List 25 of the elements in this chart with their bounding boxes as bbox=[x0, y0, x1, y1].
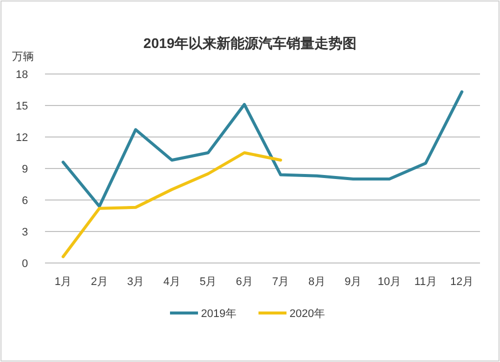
y-axis-title: 万辆 bbox=[12, 51, 34, 63]
y-tick-label: 0 bbox=[22, 258, 28, 270]
y-tick-label: 18 bbox=[16, 69, 28, 81]
y-tick-label: 12 bbox=[16, 132, 28, 144]
legend-label: 2020年 bbox=[289, 308, 325, 320]
y-tick-label: 6 bbox=[22, 195, 28, 207]
y-tick-label: 15 bbox=[16, 100, 28, 112]
y-tick-label: 9 bbox=[22, 164, 28, 176]
x-tick-label: 5月 bbox=[200, 276, 217, 288]
legend-label: 2019年 bbox=[201, 308, 236, 320]
x-tick-label: 10月 bbox=[378, 276, 401, 288]
line-series bbox=[62, 151, 282, 258]
x-tick-label: 2月 bbox=[90, 276, 108, 288]
x-tick-label: 3月 bbox=[127, 276, 144, 288]
line-series bbox=[62, 90, 464, 208]
y-tick-label: 3 bbox=[22, 226, 28, 238]
chart-title: 2019年以来新能源汽车销量走势图 bbox=[143, 35, 357, 51]
x-tick-label: 7月 bbox=[272, 276, 290, 288]
x-tick-label: 11月 bbox=[414, 276, 437, 288]
x-tick-label: 12月 bbox=[450, 276, 474, 288]
x-tick-label: 9月 bbox=[344, 276, 362, 288]
x-tick-label: 4月 bbox=[163, 276, 180, 288]
x-tick-label: 6月 bbox=[236, 276, 253, 288]
x-tick-label: 8月 bbox=[308, 276, 326, 288]
x-tick-label: 1月 bbox=[54, 276, 72, 288]
